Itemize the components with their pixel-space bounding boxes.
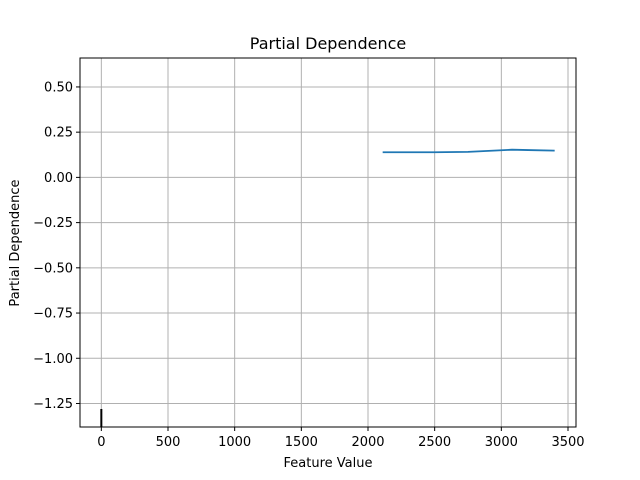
y-tick-label: −1.25 <box>33 397 73 412</box>
x-tick-label: 1000 <box>218 435 251 450</box>
y-tick-label: −1.00 <box>33 352 73 367</box>
series-layer <box>382 148 555 154</box>
x-tick-label: 0 <box>97 435 105 450</box>
y-axis-label: Partial Dependence <box>8 179 23 306</box>
x-axis-label: Feature Value <box>284 456 373 471</box>
x-tick-label: 1500 <box>285 435 318 450</box>
series-line <box>382 148 555 154</box>
y-tick-label: −0.25 <box>33 216 73 231</box>
x-tick-label: 3000 <box>485 435 518 450</box>
y-tick-label: 0.25 <box>44 126 73 141</box>
plot-frame <box>79 57 577 428</box>
y-tick-label: 0.50 <box>44 80 73 95</box>
y-tick-label: −0.50 <box>33 261 73 276</box>
y-tick-label: −0.75 <box>33 307 73 322</box>
y-tick-label: 0.00 <box>44 171 73 186</box>
x-tick-label: 2000 <box>351 435 384 450</box>
grid-lines <box>80 58 576 427</box>
chart-title: Partial Dependence <box>250 34 406 53</box>
x-tick-label: 2500 <box>418 435 451 450</box>
x-tick-label: 3500 <box>551 435 584 450</box>
y-axis-ticks: 0.50 0.25 0.00 −0.25 −0.50 −0.75 −1.00 −1.25 <box>33 80 80 412</box>
x-tick-label: 500 <box>156 435 181 450</box>
x-axis-ticks: 0 500 1000 1500 2000 2500 3000 3500 <box>97 427 585 450</box>
